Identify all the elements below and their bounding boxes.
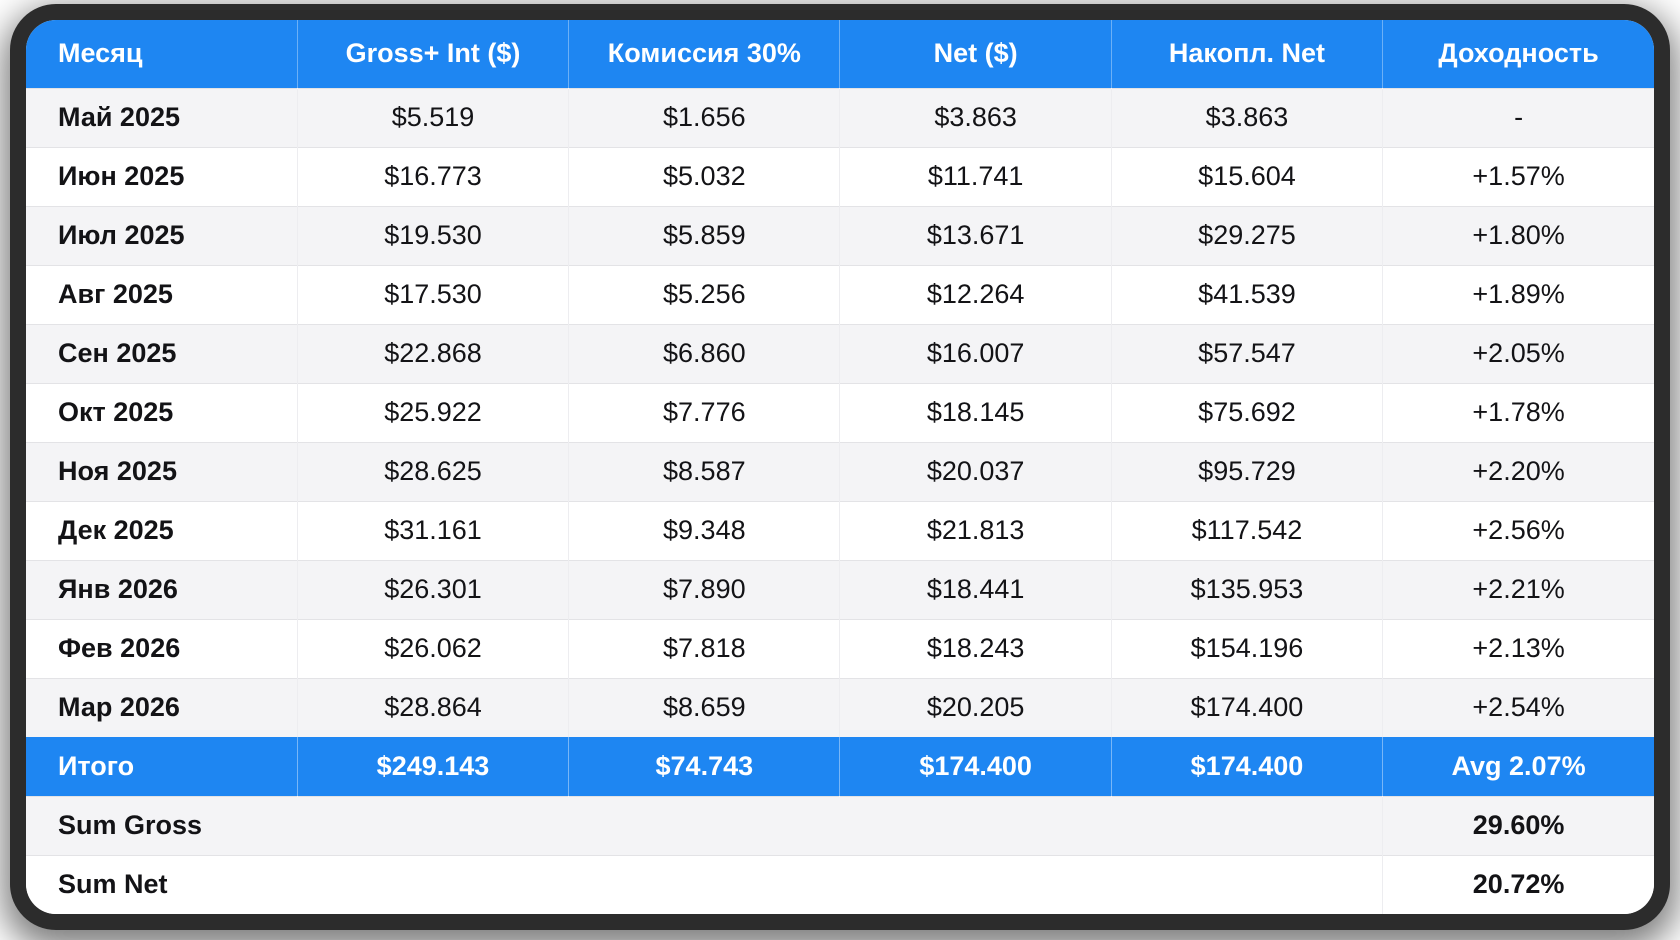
totals-label: Итого	[26, 737, 298, 796]
net-cell: $18.145	[839, 382, 1112, 442]
net-cell: $21.813	[839, 500, 1112, 560]
yield-cell: +2.54%	[1382, 677, 1654, 737]
month-cell: Янв 2026	[26, 559, 298, 619]
gross-cell: $17.530	[296, 264, 569, 324]
table-row: Дек 2025 $31.161 $9.348 $21.813 $117.542…	[26, 500, 1654, 560]
header-net: Net ($)	[839, 20, 1112, 88]
net-cell: $16.007	[839, 323, 1112, 383]
gross-cell: $19.530	[296, 205, 569, 265]
table-row: Сен 2025 $22.868 $6.860 $16.007 $57.547 …	[26, 323, 1654, 383]
fee-cell: $9.348	[568, 500, 840, 560]
header-yield: Доходность	[1382, 20, 1654, 88]
table-row: Июл 2025 $19.530 $5.859 $13.671 $29.275 …	[26, 205, 1654, 265]
totals-cumulative: $174.400	[1110, 737, 1383, 796]
net-cell: $12.264	[839, 264, 1112, 324]
table-row: Май 2025 $5.519 $1.656 $3.863 $3.863 -	[26, 87, 1654, 147]
month-cell: Авг 2025	[26, 264, 298, 324]
cumulative-cell: $41.539	[1110, 264, 1383, 324]
totals-row: Итого $249.143 $74.743 $174.400 $174.400…	[26, 737, 1654, 796]
net-cell: $11.741	[839, 146, 1112, 206]
table-row: Авг 2025 $17.530 $5.256 $12.264 $41.539 …	[26, 264, 1654, 324]
sum-net-row: Sum Net 20.72%	[26, 854, 1654, 914]
yield-cell: +1.57%	[1382, 146, 1654, 206]
cumulative-cell: $154.196	[1110, 618, 1383, 678]
table-row: Мар 2026 $28.864 $8.659 $20.205 $174.400…	[26, 677, 1654, 737]
gross-cell: $26.062	[296, 618, 569, 678]
gross-cell: $5.519	[296, 87, 569, 147]
gross-cell: $28.625	[296, 441, 569, 501]
table-row: Июн 2025 $16.773 $5.032 $11.741 $15.604 …	[26, 146, 1654, 206]
month-cell: Мар 2026	[26, 677, 298, 737]
table-row: Ноя 2025 $28.625 $8.587 $20.037 $95.729 …	[26, 441, 1654, 501]
sum-gross-value: 29.60%	[1382, 795, 1654, 855]
net-cell: $13.671	[839, 205, 1112, 265]
fee-cell: $7.776	[568, 382, 840, 442]
yield-cell: -	[1382, 87, 1654, 147]
yield-cell: +2.05%	[1382, 323, 1654, 383]
header-gross: Gross+ Int ($)	[296, 20, 569, 88]
month-cell: Июл 2025	[26, 205, 298, 265]
net-cell: $18.243	[839, 618, 1112, 678]
cumulative-cell: $75.692	[1110, 382, 1383, 442]
yield-cell: +2.56%	[1382, 500, 1654, 560]
sum-gross-label: Sum Gross	[26, 795, 1383, 855]
month-cell: Ноя 2025	[26, 441, 298, 501]
fee-cell: $5.256	[568, 264, 840, 324]
cumulative-cell: $29.275	[1110, 205, 1383, 265]
month-cell: Фев 2026	[26, 618, 298, 678]
month-cell: Дек 2025	[26, 500, 298, 560]
table-row: Окт 2025 $25.922 $7.776 $18.145 $75.692 …	[26, 382, 1654, 442]
sum-net-label: Sum Net	[26, 854, 1383, 914]
fee-cell: $5.032	[568, 146, 840, 206]
yield-cell: +1.89%	[1382, 264, 1654, 324]
yield-cell: +1.78%	[1382, 382, 1654, 442]
yield-cell: +2.13%	[1382, 618, 1654, 678]
cumulative-cell: $174.400	[1110, 677, 1383, 737]
yield-cell: +1.80%	[1382, 205, 1654, 265]
fee-cell: $5.859	[568, 205, 840, 265]
monthly-results-table: Месяц Gross+ Int ($) Комиссия 30% Net ($…	[26, 20, 1654, 914]
results-table-card: Месяц Gross+ Int ($) Комиссия 30% Net ($…	[26, 20, 1654, 914]
sum-gross-row: Sum Gross 29.60%	[26, 795, 1654, 855]
fee-cell: $6.860	[568, 323, 840, 383]
cumulative-cell: $57.547	[1110, 323, 1383, 383]
month-cell: Июн 2025	[26, 146, 298, 206]
table-row: Янв 2026 $26.301 $7.890 $18.441 $135.953…	[26, 559, 1654, 619]
fee-cell: $1.656	[568, 87, 840, 147]
yield-cell: +2.20%	[1382, 441, 1654, 501]
gross-cell: $22.868	[296, 323, 569, 383]
fee-cell: $7.818	[568, 618, 840, 678]
net-cell: $20.037	[839, 441, 1112, 501]
totals-net: $174.400	[839, 737, 1112, 796]
header-month: Месяц	[26, 20, 298, 88]
gross-cell: $28.864	[296, 677, 569, 737]
gross-cell: $16.773	[296, 146, 569, 206]
net-cell: $18.441	[839, 559, 1112, 619]
month-cell: Окт 2025	[26, 382, 298, 442]
cumulative-cell: $15.604	[1110, 146, 1383, 206]
totals-gross: $249.143	[296, 737, 569, 796]
gross-cell: $31.161	[296, 500, 569, 560]
gross-cell: $25.922	[296, 382, 569, 442]
cumulative-cell: $95.729	[1110, 441, 1383, 501]
fee-cell: $7.890	[568, 559, 840, 619]
cumulative-cell: $135.953	[1110, 559, 1383, 619]
month-cell: Сен 2025	[26, 323, 298, 383]
month-cell: Май 2025	[26, 87, 298, 147]
net-cell: $3.863	[839, 87, 1112, 147]
cumulative-cell: $117.542	[1110, 500, 1383, 560]
fee-cell: $8.587	[568, 441, 840, 501]
fee-cell: $8.659	[568, 677, 840, 737]
header-cumulative-net: Накопл. Net	[1110, 20, 1383, 88]
totals-yield: Avg 2.07%	[1382, 737, 1654, 796]
totals-fee: $74.743	[568, 737, 840, 796]
header-fee: Комиссия 30%	[568, 20, 840, 88]
net-cell: $20.205	[839, 677, 1112, 737]
sum-net-value: 20.72%	[1382, 854, 1654, 914]
gross-cell: $26.301	[296, 559, 569, 619]
yield-cell: +2.21%	[1382, 559, 1654, 619]
table-row: Фев 2026 $26.062 $7.818 $18.243 $154.196…	[26, 618, 1654, 678]
cumulative-cell: $3.863	[1110, 87, 1383, 147]
header-row: Месяц Gross+ Int ($) Комиссия 30% Net ($…	[26, 20, 1654, 88]
